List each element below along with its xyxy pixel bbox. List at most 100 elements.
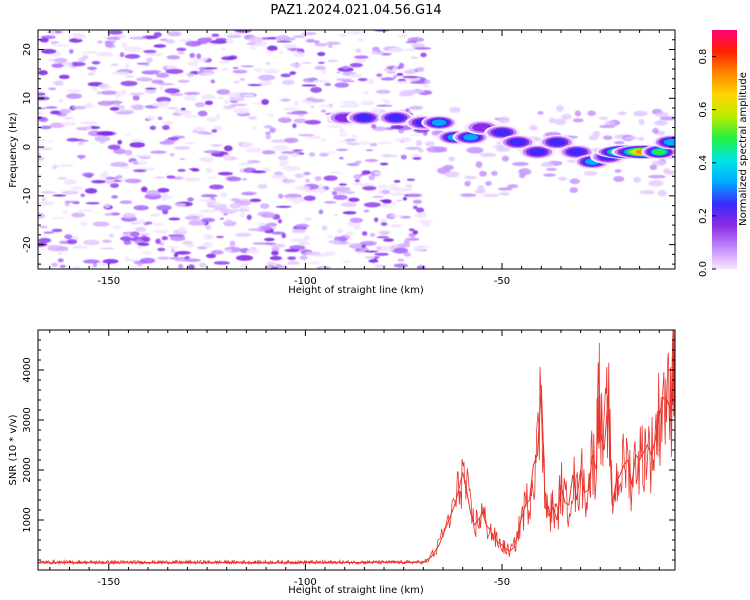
noise-blob [107, 144, 121, 150]
noise-blob [166, 175, 176, 179]
noise-blob [403, 240, 410, 247]
noise-blob [425, 141, 435, 147]
noise-blob [276, 40, 292, 43]
noise-blob [197, 37, 212, 44]
noise-blob [388, 186, 400, 191]
noise-blob [183, 95, 198, 102]
noise-blob [406, 178, 416, 182]
noise-blob [282, 79, 295, 86]
noise-blob [237, 162, 254, 166]
noise-blob [393, 247, 409, 254]
noise-blob [143, 49, 157, 54]
noise-blob [216, 235, 224, 239]
noise-blob [304, 119, 322, 125]
noise-blob [63, 116, 75, 120]
noise-blob [192, 129, 198, 134]
noise-blob [131, 139, 145, 143]
noise-blob [325, 41, 341, 45]
noise-blob [162, 120, 174, 126]
noise-blob [355, 223, 360, 228]
noise-blob [211, 33, 220, 38]
noise-blob [39, 225, 49, 229]
noise-blob [265, 133, 271, 140]
noise-blob [251, 170, 267, 174]
noise-blob [153, 32, 162, 38]
noise-blob [281, 178, 296, 184]
noise-blob [404, 48, 417, 52]
noise-blob [52, 194, 67, 197]
noise-blob [362, 185, 377, 191]
noise-blob [639, 189, 655, 195]
noise-blob [104, 203, 111, 209]
noise-blob [529, 124, 538, 131]
noise-blob [47, 245, 64, 252]
noise-blob [373, 264, 388, 268]
noise-blob [327, 59, 338, 63]
noise-blob [51, 63, 64, 68]
noise-blob [353, 174, 362, 180]
noise-blob [141, 186, 148, 193]
noise-blob [354, 179, 360, 183]
snr-x-ticks: -150 -100 -50 [49, 330, 660, 588]
noise-blob [157, 187, 170, 193]
noise-blob [543, 173, 557, 177]
noise-blob [235, 254, 254, 261]
noise-blob [291, 228, 307, 234]
noise-blob [197, 246, 208, 250]
noise-blob [303, 217, 313, 222]
noise-blob [633, 111, 644, 116]
noise-blob [372, 195, 384, 198]
noise-blob [201, 209, 211, 213]
noise-blob [81, 51, 99, 54]
noise-blob [292, 201, 301, 205]
colorbar-label: Normalized spectral amplitude [738, 72, 749, 226]
noise-blob [57, 251, 63, 256]
noise-blob [71, 212, 85, 218]
noise-blob [38, 147, 53, 150]
noise-blob [184, 141, 195, 145]
noise-blob [159, 38, 168, 41]
noise-blob [213, 261, 230, 265]
noise-blob [215, 113, 221, 120]
noise-blob [498, 192, 510, 196]
noise-blob [344, 138, 357, 142]
noise-blob [122, 212, 136, 219]
noise-blob [233, 80, 240, 84]
noise-blob [266, 61, 271, 66]
noise-blob [272, 145, 289, 151]
noise-blob [271, 231, 286, 235]
noise-blob [408, 228, 415, 232]
noise-blob [338, 127, 345, 134]
noise-blob [443, 164, 454, 171]
noise-blob [77, 141, 84, 146]
noise-blob [72, 265, 82, 269]
noise-blob [398, 62, 405, 69]
snr-ytick-label: 2000 [22, 457, 33, 482]
noise-blob [344, 191, 355, 194]
snr-background [38, 330, 675, 570]
noise-blob [69, 38, 83, 43]
noise-blob [169, 93, 184, 97]
noise-blob [397, 78, 407, 82]
noise-blob [614, 169, 622, 173]
noise-blob [369, 233, 376, 237]
noise-blob [169, 153, 175, 157]
noise-blob [507, 184, 519, 189]
noise-blob [301, 61, 313, 64]
noise-blob [193, 57, 209, 62]
noise-blob [648, 180, 664, 187]
noise-blob [203, 72, 215, 75]
noise-blob [474, 189, 487, 194]
noise-blob [403, 252, 412, 257]
noise-blob [342, 65, 350, 70]
noise-blob [188, 219, 206, 226]
noise-blob [423, 85, 430, 88]
noise-blob [65, 93, 83, 99]
noise-blob [169, 235, 186, 242]
noise-blob [334, 236, 339, 241]
noise-blob [317, 61, 325, 64]
noise-blob [333, 213, 339, 217]
noise-blob [155, 238, 161, 245]
noise-blob [105, 177, 119, 180]
noise-blob [391, 202, 397, 206]
